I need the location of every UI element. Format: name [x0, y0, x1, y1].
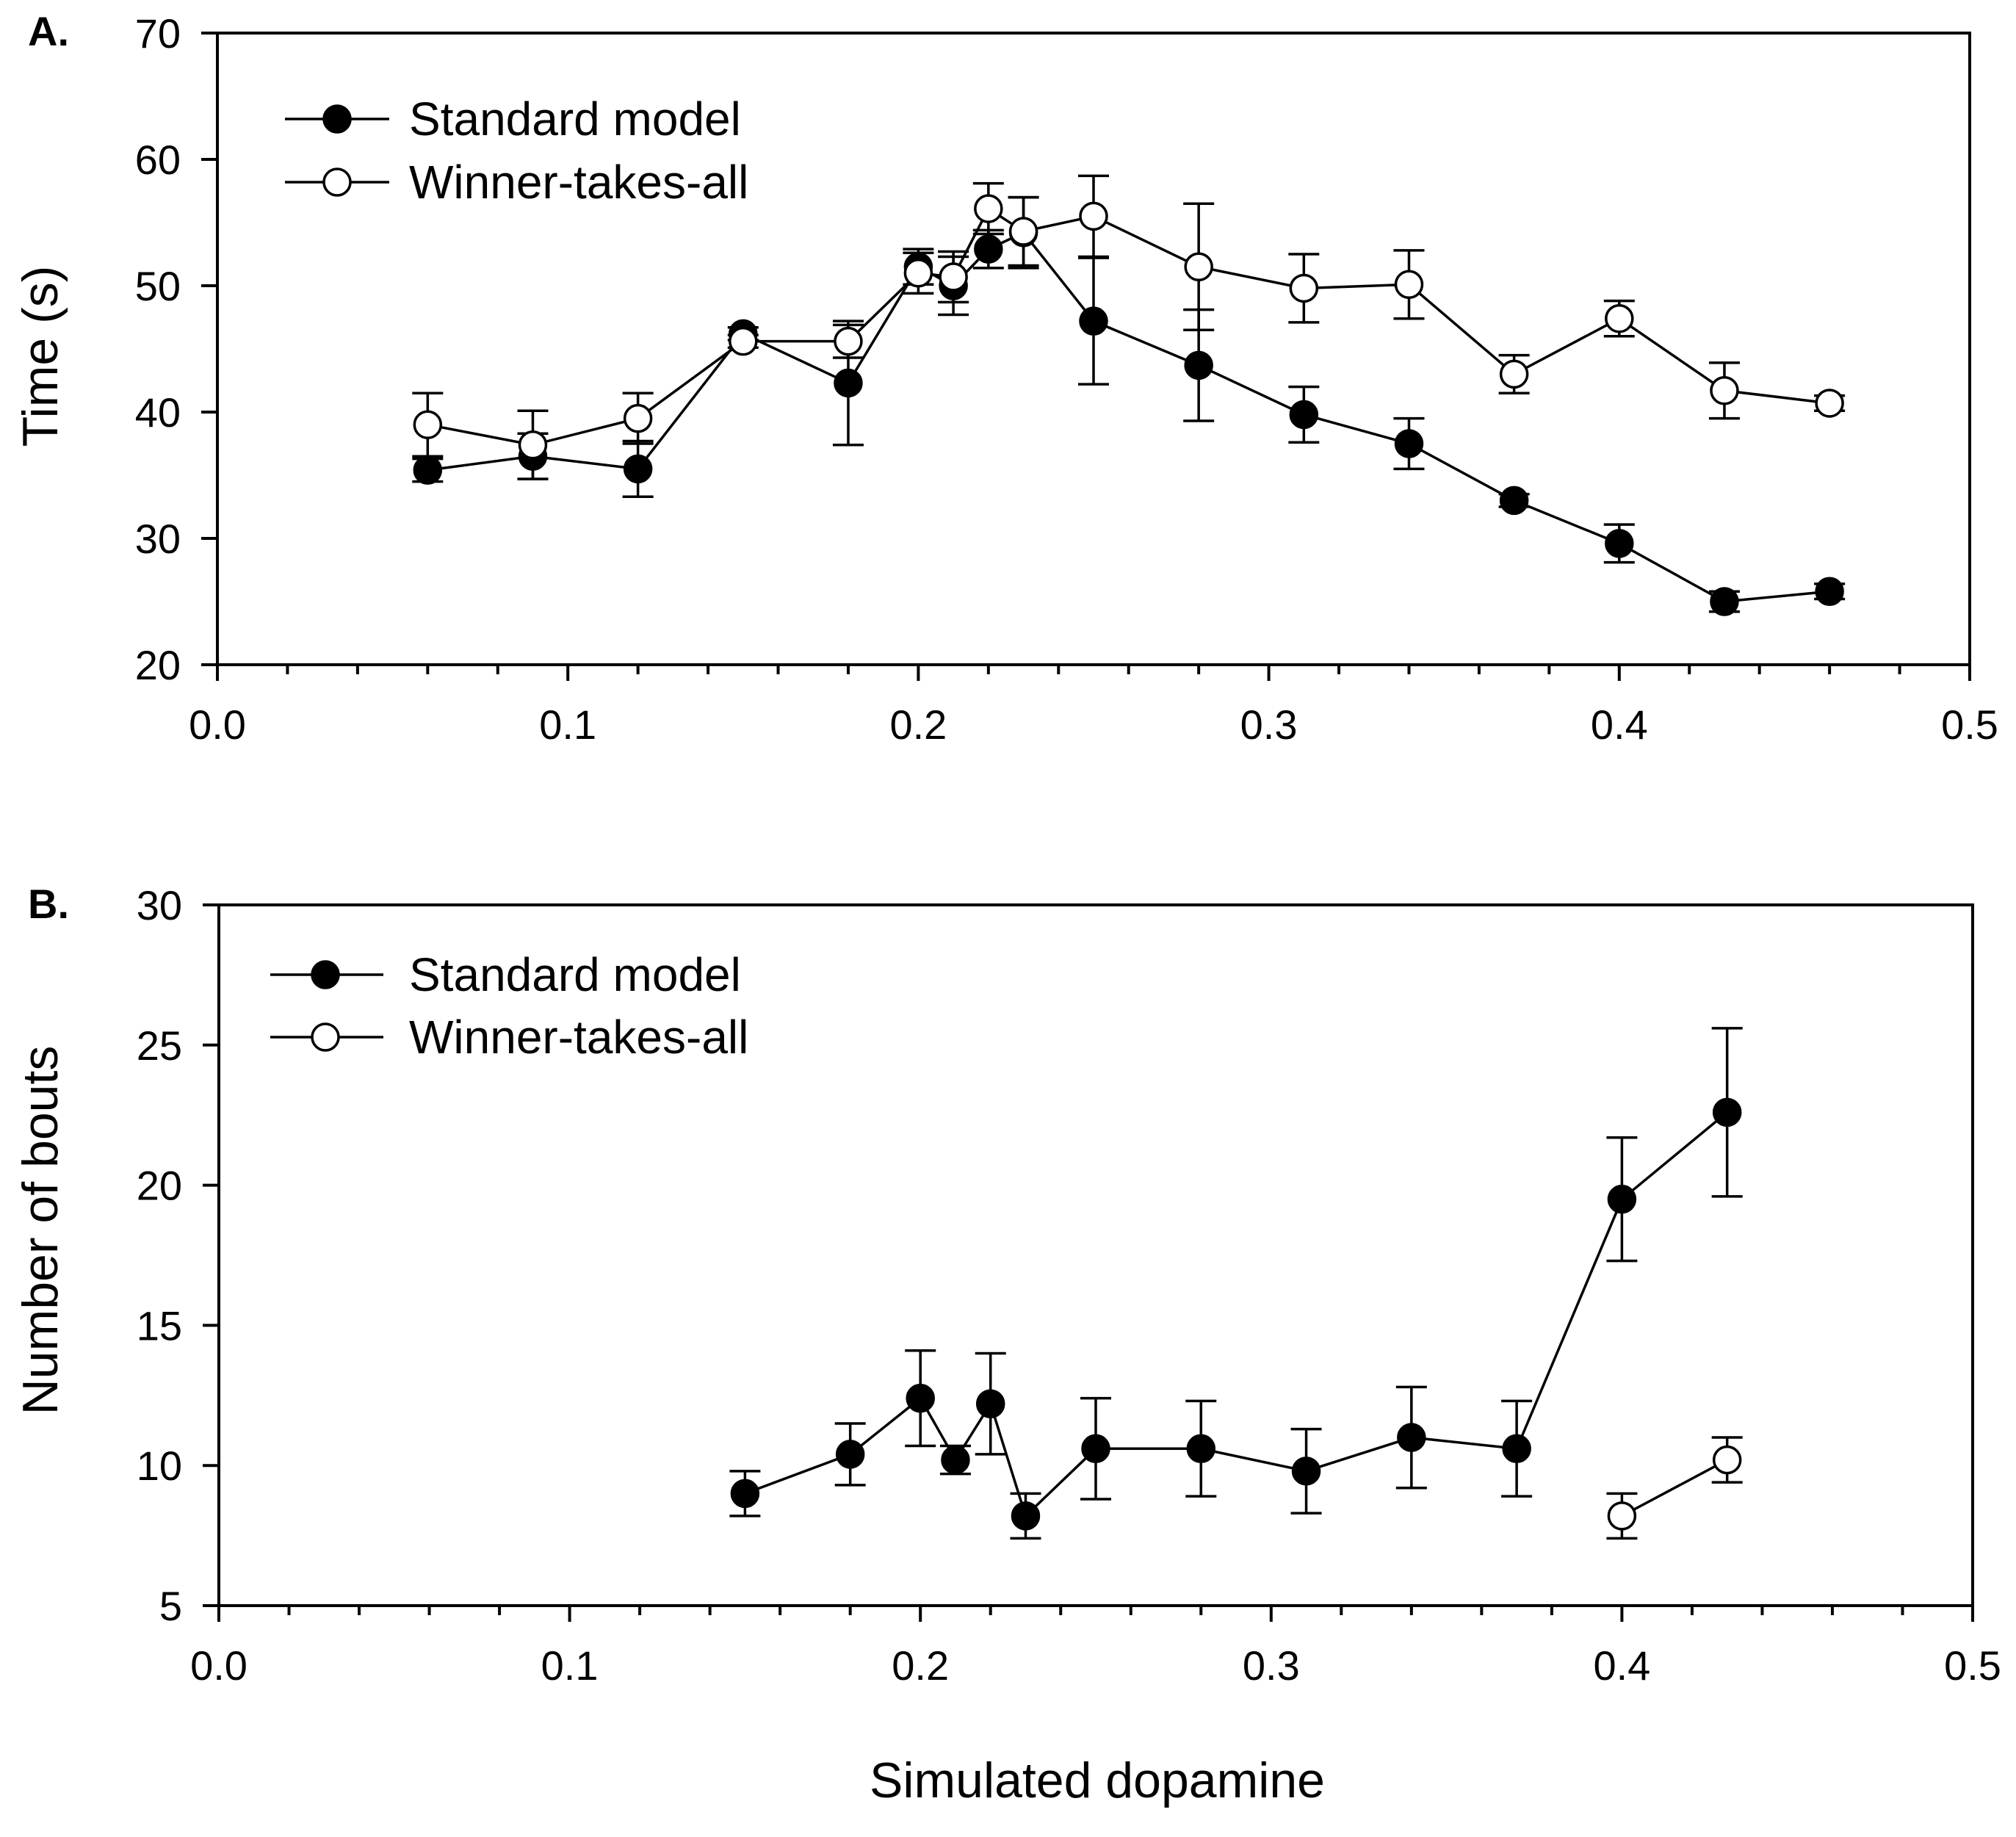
panel-b-data-point	[906, 1383, 935, 1413]
panel-b-data-point	[835, 1440, 865, 1469]
panel-b-data-point	[975, 1389, 1005, 1418]
panel-b-data-point	[1081, 1434, 1110, 1464]
panel-a-series-winner-takes-all	[412, 174, 1846, 480]
panel-a-y-tick-label: 40	[135, 389, 181, 436]
panel-b-legend-label: Standard model	[409, 948, 741, 1001]
panel-a-data-point	[413, 455, 443, 485]
panel-a-legend-label: Standard model	[409, 93, 741, 145]
x-axis-title: Simulated dopamine	[870, 1753, 1325, 1808]
panel-a-data-point	[834, 368, 863, 398]
panel-a-data-point	[1394, 429, 1424, 458]
panel-b-y-tick-label: 25	[137, 1022, 182, 1069]
panel-b-label: B.	[28, 881, 69, 927]
panel-b-series-standard-model	[729, 1027, 1743, 1540]
panel-b-y-axis-title: Number of bouts	[12, 1046, 68, 1415]
panel-b: B. Number of bouts 0.0 0.1 0.2 0.3 0.4 0.5 5 10…	[12, 881, 2001, 1689]
panel-b-y-tick-label: 5	[159, 1583, 182, 1629]
panel-a-data-point	[413, 410, 443, 439]
panel-a-x-tick-label: 0.2	[889, 701, 947, 748]
panel-b-y-tick-label: 20	[137, 1163, 182, 1209]
panel-b-data-point	[1712, 1097, 1742, 1127]
panel-b-data-point	[1712, 1445, 1742, 1475]
panel-a-data-point	[1008, 217, 1038, 246]
panel-a-data-point	[1184, 350, 1213, 380]
panel-a-data-point	[1605, 529, 1634, 558]
panel-a-data-point	[1499, 359, 1529, 389]
panel-a-data-point	[1289, 400, 1319, 430]
panel-a-plot-frame	[216, 32, 1971, 666]
panel-b-data-point	[1607, 1501, 1637, 1531]
panel-a-data-point	[1815, 389, 1844, 418]
panel-a-y-tick-label: 30	[135, 516, 181, 562]
panel-a-series	[412, 174, 1846, 616]
panel-a-y-tick-label: 60	[135, 137, 181, 183]
panel-a-data-point	[1710, 587, 1739, 616]
panel-a-data-point	[1079, 306, 1108, 336]
panel-a-data-point	[1289, 273, 1319, 303]
panel-a-data-point	[623, 403, 653, 433]
panel-b-data-point	[941, 1445, 970, 1475]
panel-b-data-point	[1397, 1423, 1426, 1452]
panel-b-legend-marker	[311, 1022, 340, 1052]
panel-b-y-tick-label: 30	[137, 882, 182, 928]
panel-a-data-point	[974, 234, 1003, 264]
panel-b-data-point	[1607, 1184, 1637, 1214]
panel-b-data-point	[1011, 1501, 1041, 1531]
panel-a-legend-marker	[322, 104, 352, 134]
panel-a-x-tick-label: 0.3	[1240, 701, 1298, 748]
panel-a-data-point	[974, 194, 1003, 223]
panel-a-x-tick-label: 0.0	[189, 701, 246, 748]
panel-b-x-tick-label: 0.0	[190, 1642, 248, 1689]
panel-a-data-point	[518, 430, 548, 460]
panel-b-data-point	[1502, 1434, 1531, 1464]
panel-b-legend-marker	[311, 960, 340, 989]
panel-a-y-axis-title: Time (s)	[12, 266, 68, 447]
panel-a-data-point	[623, 454, 653, 484]
panel-a: A. Time (s) 0.0 0.1 0.2 0.3 0.4 0.5 20 30 40 50 60…	[12, 8, 1998, 748]
panel-b-series-winner-takes-all	[1606, 1436, 1743, 1540]
panel-a-y-tick-label: 70	[135, 10, 181, 57]
panel-a-y-tick-label: 50	[135, 263, 181, 309]
panel-a-x-tick-label: 0.4	[1591, 701, 1648, 748]
panel-a-series-standard-model	[412, 195, 1846, 616]
panel-b-series	[729, 1027, 1743, 1540]
panel-b-x-tick-label: 0.3	[1243, 1642, 1300, 1689]
panel-b-plot-frame	[217, 903, 1974, 1607]
panel-a-y-tick-label: 20	[135, 642, 181, 688]
panel-b-x-tick-label: 0.2	[892, 1642, 949, 1689]
panel-b-legend-label: Winner-takes-all	[409, 1011, 748, 1064]
panel-b-y-tick-label: 15	[137, 1302, 182, 1349]
panel-a-data-point	[903, 259, 933, 288]
panel-a-data-point	[1605, 303, 1634, 333]
panel-a-data-point	[1079, 201, 1108, 231]
panel-b-ticks: 0.0 0.1 0.2 0.3 0.4 0.5 5 10 15 20 25 30	[137, 882, 2001, 1689]
panel-a-x-tick-label: 0.1	[539, 701, 596, 748]
panel-b-series-line	[1621, 1459, 1728, 1517]
panel-a-data-point	[729, 326, 758, 356]
panel-b-data-point	[1186, 1434, 1216, 1464]
panel-a-data-point	[834, 326, 863, 356]
panel-a-legend: Standard model Winner-takes-all	[285, 93, 748, 209]
panel-b-x-tick-label: 0.1	[541, 1642, 599, 1689]
panel-b-data-point	[730, 1479, 760, 1509]
panel-b-data-point	[1291, 1457, 1321, 1486]
panel-a-data-point	[1710, 376, 1739, 405]
panel-a-data-point	[1184, 252, 1213, 281]
panel-a-ticks: 0.0 0.1 0.2 0.3 0.4 0.5 20 30 40 50 60 70	[135, 10, 1998, 748]
panel-b-series-line	[744, 1111, 1728, 1519]
panel-a-data-point	[939, 262, 968, 292]
panel-b-y-tick-label: 10	[137, 1443, 182, 1489]
panel-a-data-point	[1394, 270, 1424, 300]
panel-b-legend: Standard model Winner-takes-all	[270, 948, 748, 1064]
panel-a-data-point	[1499, 486, 1529, 516]
panel-b-x-tick-label: 0.5	[1944, 1642, 2001, 1689]
panel-b-x-tick-label: 0.4	[1593, 1642, 1650, 1689]
panel-a-legend-label: Winner-takes-all	[409, 156, 748, 209]
panel-a-label: A.	[28, 8, 69, 54]
panel-a-x-tick-label: 0.5	[1941, 701, 1998, 748]
panel-a-legend-marker	[322, 167, 352, 197]
panel-a-data-point	[1815, 577, 1844, 606]
